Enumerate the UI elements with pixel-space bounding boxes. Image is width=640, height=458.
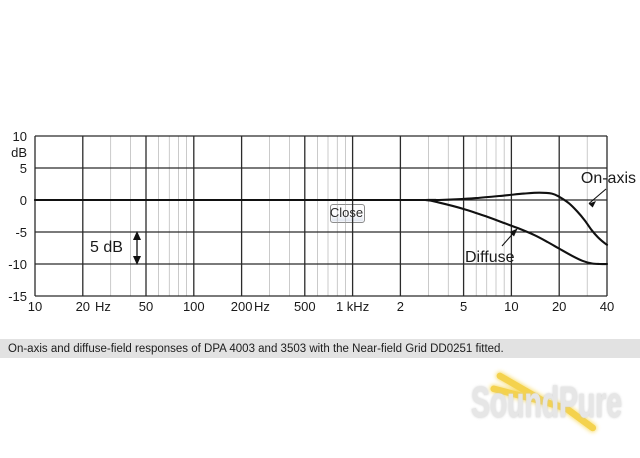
svg-text:SoundPure: SoundPure	[471, 378, 622, 427]
